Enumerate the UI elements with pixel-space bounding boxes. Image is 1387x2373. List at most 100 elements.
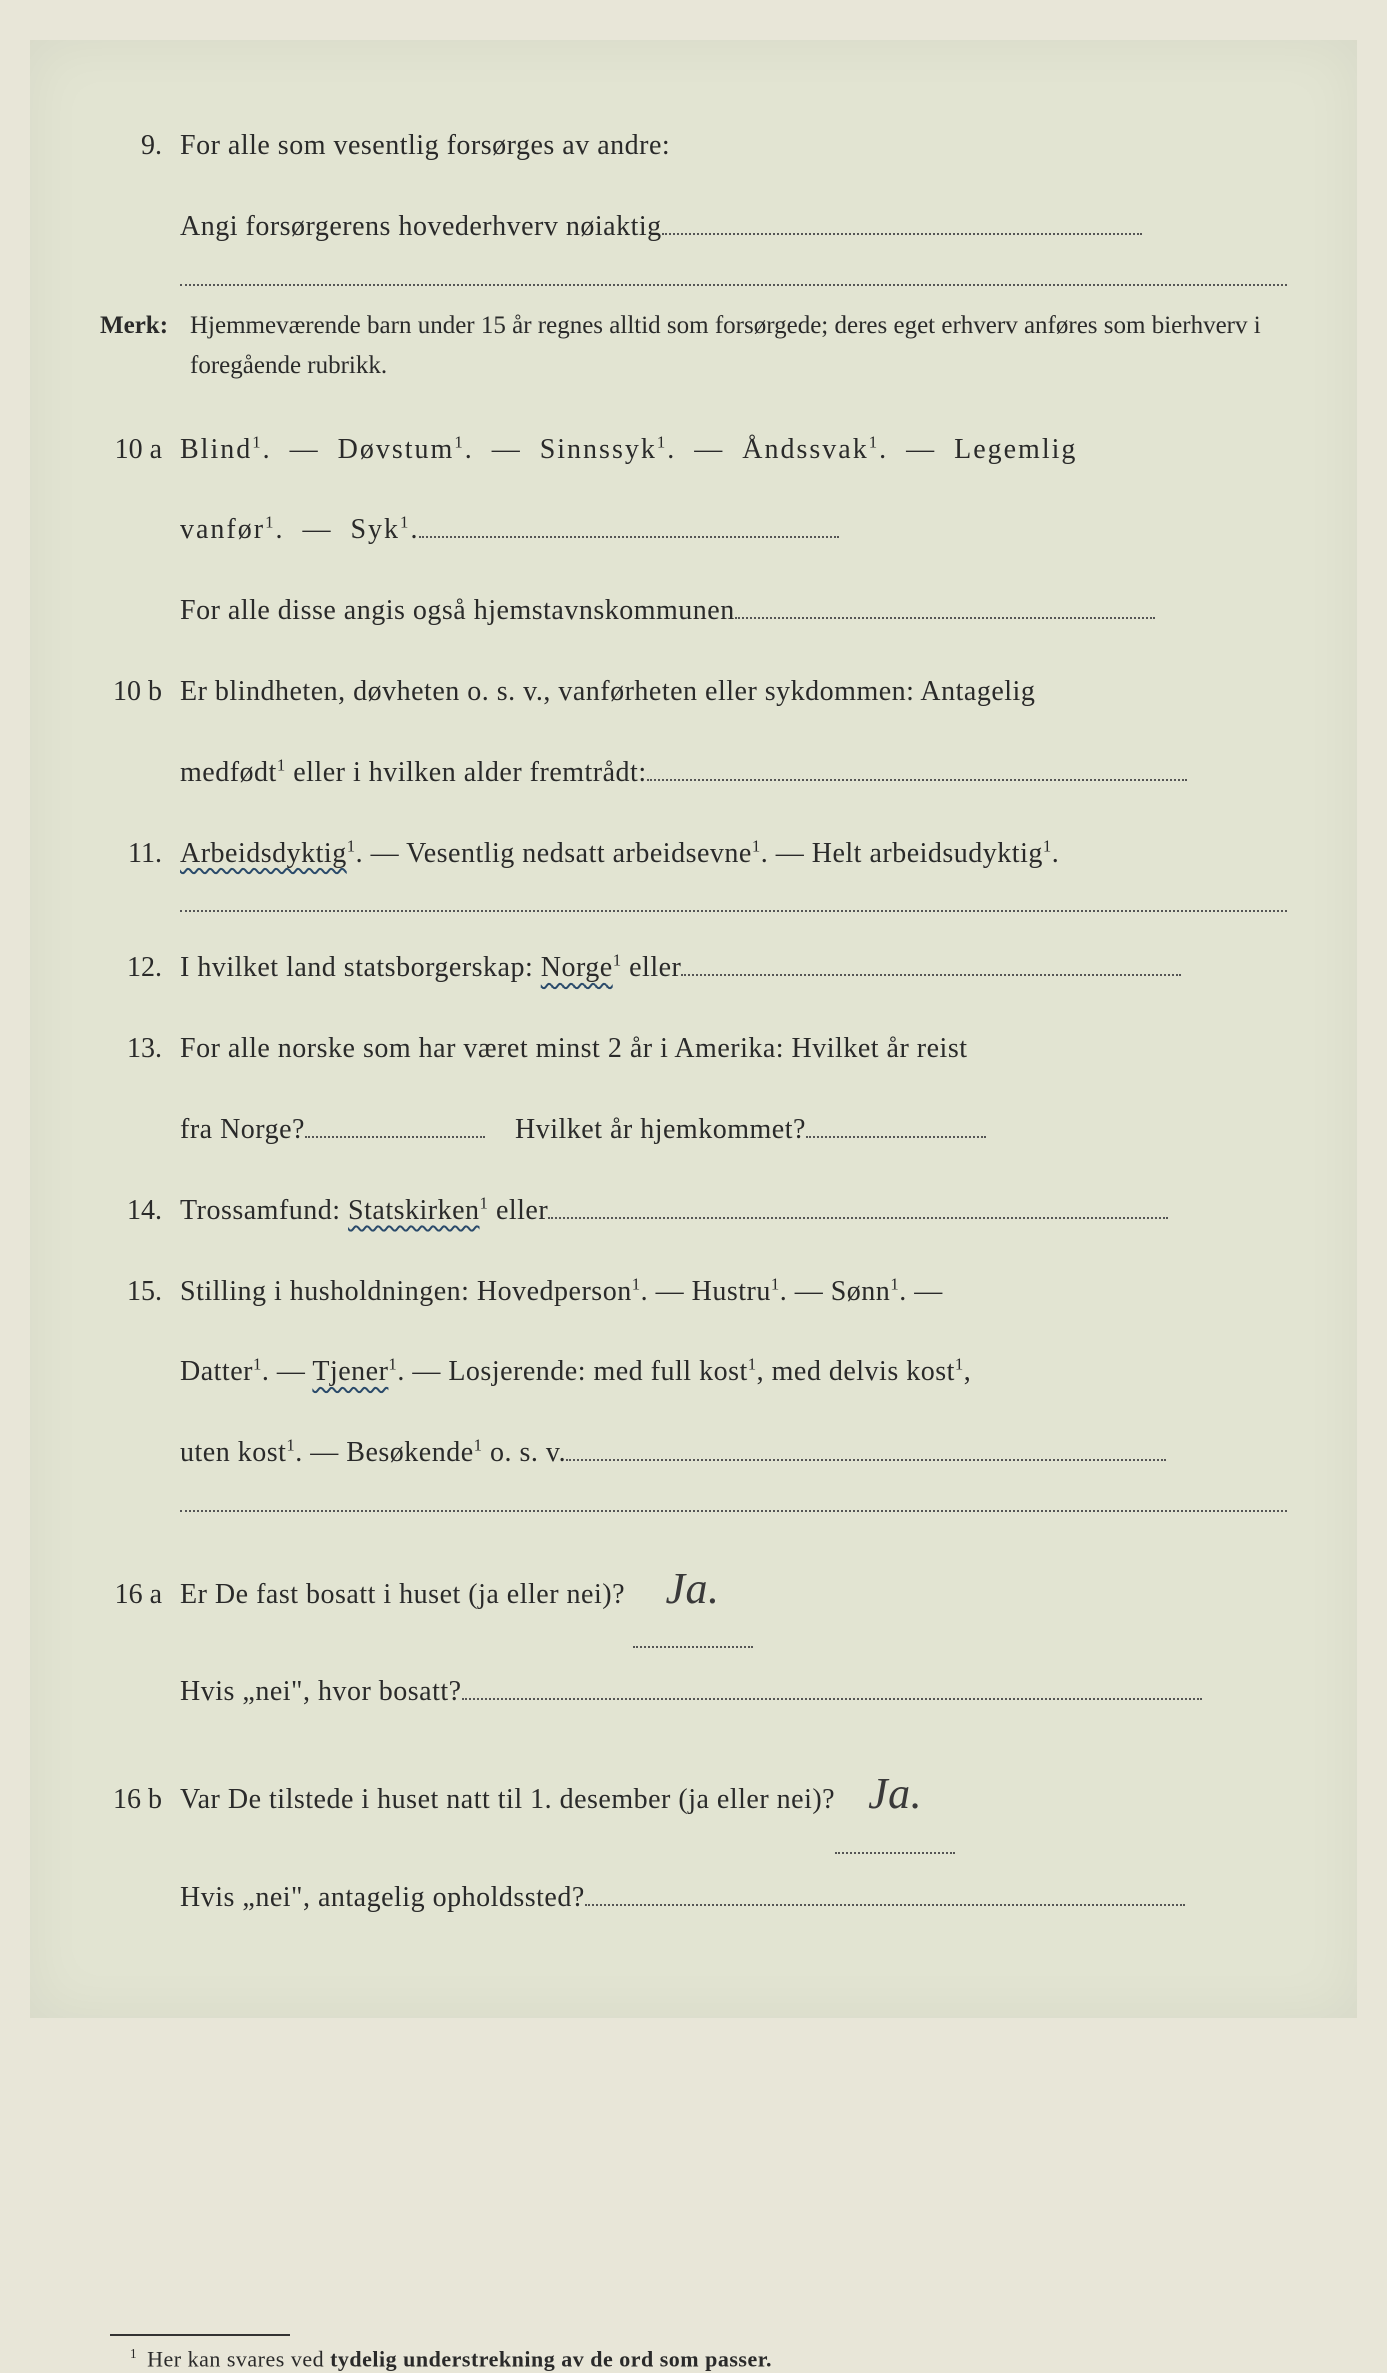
q13-blank1 <box>305 1136 485 1138</box>
q9-number: 9. <box>100 110 180 183</box>
question-15: 15. Stilling i husholdningen: Hovedperso… <box>100 1256 1287 1329</box>
q15-los: . — Losjerende: med full kost <box>397 1356 747 1387</box>
q10a-blank <box>419 536 839 538</box>
footnote-b: tydelig understrekning av de ord som pas… <box>330 2347 772 2372</box>
question-10b: 10 b Er blindheten, døvheten o. s. v., v… <box>100 656 1287 729</box>
q10b-line1: Er blindheten, døvheten o. s. v., vanfør… <box>180 656 1287 729</box>
q15-rule <box>180 1510 1287 1512</box>
q10a-line3-text: For alle disse angis også hjemstavnskomm… <box>180 595 735 626</box>
q13-fra: fra Norge? <box>180 1114 305 1145</box>
q14-blank <box>548 1217 1168 1219</box>
q13-blank2 <box>806 1136 986 1138</box>
sup-icon: 1 <box>388 1355 397 1374</box>
q15-a: Stilling i husholdningen: Hovedperson <box>180 1276 632 1307</box>
q13-number: 13. <box>100 1013 180 1086</box>
sup-icon: 1 <box>252 432 262 451</box>
q15-line3: uten kost1. — Besøkende1 o. s. v. <box>100 1417 1287 1490</box>
sup-icon: 1 <box>286 1436 295 1455</box>
q15-dash: . — <box>262 1356 313 1387</box>
sup-icon: 1 <box>869 432 879 451</box>
sup-icon: 1 <box>771 1274 780 1293</box>
sup-icon: 1 <box>277 755 286 774</box>
sup-icon: 1 <box>748 1355 757 1374</box>
q16a-q: Er De fast bosatt i huset (ja eller nei)… <box>180 1579 633 1610</box>
q10a-opt5: Legemlig <box>954 434 1077 465</box>
q12-a: I hvilket land statsborgerskap: <box>180 952 541 983</box>
q10a-opt6: vanfør <box>180 514 265 545</box>
q13-hjem: Hvilket år hjemkommet? <box>515 1114 806 1145</box>
q15-c: . — Sønn <box>780 1276 891 1307</box>
q14-c: eller <box>488 1195 548 1226</box>
q13-line1: For alle norske som har været minst 2 år… <box>180 1013 1287 1086</box>
q16a-blank <box>462 1698 1202 1700</box>
sup-icon: 1 <box>454 432 464 451</box>
q12-number: 12. <box>100 932 180 1005</box>
q9-blank <box>662 233 1142 235</box>
sup-icon: 1 <box>1043 836 1052 855</box>
q11-rule <box>180 910 1287 912</box>
footnote-sup: 1 <box>130 2346 137 2361</box>
q9-line2: Angi forsørgerens hovederhverv nøiaktig <box>100 191 1287 264</box>
q10a-opt4: Åndssvak <box>742 434 868 465</box>
q11-end: . — Helt arbeidsudyktig <box>761 838 1043 869</box>
q15-tjener: Tjener <box>312 1356 388 1387</box>
q16a-answer: Ja. <box>661 1532 723 1646</box>
q15-b: . — Hustru <box>641 1276 771 1307</box>
q15-datter: Datter <box>180 1356 253 1387</box>
merk-note: Merk: Hjemmeværende barn under 15 år reg… <box>100 306 1287 386</box>
question-14: 14. Trossamfund: Statskirken1 eller <box>100 1175 1287 1248</box>
question-10a: 10 a Blind1. — Døvstum1. — Sinnssyk1. — … <box>100 414 1287 487</box>
q9-rule <box>180 284 1287 286</box>
q16a-line2: Hvis „nei", hvor bosatt? <box>100 1656 1287 1729</box>
q16a-hvis: Hvis „nei", hvor bosatt? <box>180 1676 462 1707</box>
q10b-number: 10 b <box>100 656 180 729</box>
q14-statskirken: Statskirken <box>348 1195 480 1226</box>
q16b-q: Var De tilstede i huset natt til 1. dese… <box>180 1784 835 1815</box>
q12-norge: Norge <box>541 952 613 983</box>
q10a-blank2 <box>735 617 1155 619</box>
q16b-answer: Ja. <box>864 1737 926 1851</box>
q15-comma: , <box>964 1356 972 1387</box>
footnote-a: Her kan svares ved <box>147 2347 330 2372</box>
q12-c: eller <box>622 952 682 983</box>
q13-line2: fra Norge? Hvilket år hjemkommet? <box>100 1094 1287 1167</box>
q9-line1: For alle som vesentlig forsørges av andr… <box>180 110 1287 183</box>
q15-uten: uten kost <box>180 1437 286 1468</box>
sup-icon: 1 <box>657 432 667 451</box>
q10a-number: 10 a <box>100 414 180 487</box>
q10b-medfodt: medfødt <box>180 757 277 788</box>
form-page: 9. For alle som vesentlig forsørges av a… <box>30 40 1357 2018</box>
q10a-opt3: Sinnssyk <box>540 434 657 465</box>
q10a-line2: vanfør1. — Syk1. <box>100 494 1287 567</box>
sup-icon: 1 <box>265 513 275 532</box>
question-11: 11. Arbeidsdyktig1. — Vesentlig nedsatt … <box>100 818 1287 891</box>
sup-icon: 1 <box>752 836 761 855</box>
question-12: 12. I hvilket land statsborgerskap: Norg… <box>100 932 1287 1005</box>
q16a-number: 16 a <box>100 1559 180 1632</box>
q12-blank <box>681 974 1181 976</box>
sup-icon: 1 <box>632 1274 641 1293</box>
merk-label: Merk: <box>100 306 190 386</box>
footnote: 1 Her kan svares ved tydelig understrekni… <box>100 2336 1287 2372</box>
q15-besok: . — Besøkende <box>295 1437 473 1468</box>
question-9: 9. For alle som vesentlig forsørges av a… <box>100 110 1287 183</box>
q10b-rest: eller i hvilken alder fremtrådt: <box>286 757 647 788</box>
q16b-answer-blank: Ja. <box>835 1737 955 1853</box>
q9-line2-text: Angi forsørgerens hovederhverv nøiaktig <box>180 211 662 242</box>
question-13: 13. For alle norske som har været minst … <box>100 1013 1287 1086</box>
sup-icon: 1 <box>613 951 622 970</box>
merk-text: Hjemmeværende barn under 15 år regnes al… <box>190 306 1287 386</box>
q11-number: 11. <box>100 818 180 891</box>
sup-icon: 1 <box>253 1355 262 1374</box>
q15-delvis: , med delvis kost <box>757 1356 955 1387</box>
q11-opt1: Arbeidsdyktig <box>180 838 347 869</box>
question-16a: 16 a Er De fast bosatt i huset (ja eller… <box>100 1532 1287 1648</box>
q16b-line2: Hvis „nei", antagelig opholdssted? <box>100 1862 1287 1935</box>
question-16b: 16 b Var De tilstede i huset natt til 1.… <box>100 1737 1287 1853</box>
sup-icon: 1 <box>400 513 410 532</box>
q10b-blank <box>647 779 1187 781</box>
q16b-number: 16 b <box>100 1764 180 1837</box>
q10a-opt2: Døvstum <box>338 434 455 465</box>
q15-blank <box>566 1459 1166 1461</box>
q14-number: 14. <box>100 1175 180 1248</box>
